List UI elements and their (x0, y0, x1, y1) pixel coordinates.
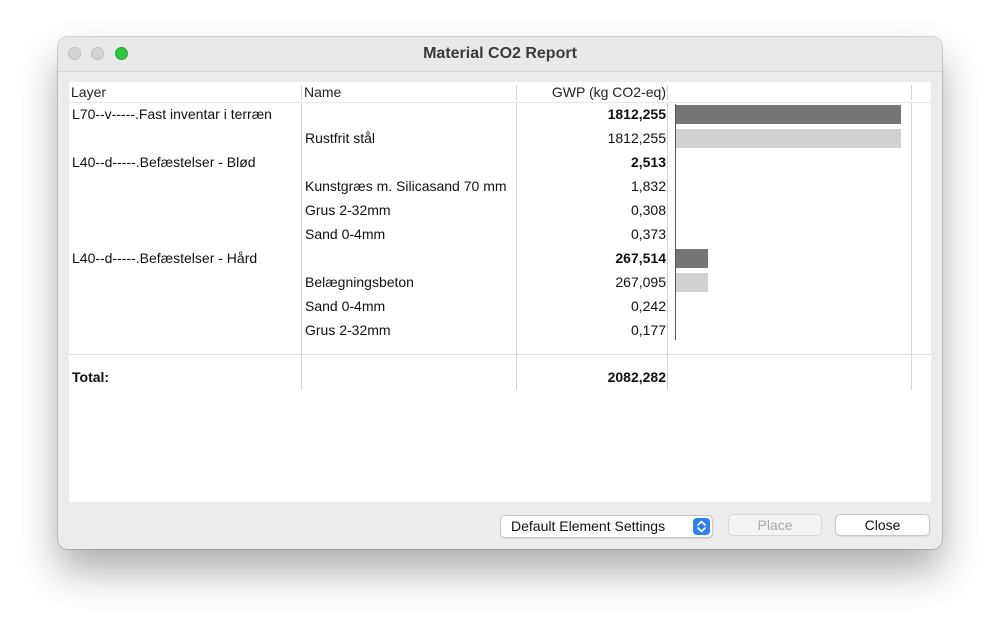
window-title: Material CO2 Report (423, 45, 577, 62)
column-divider (667, 85, 668, 100)
column-header-name[interactable]: Name (304, 84, 342, 100)
gwp-bar (675, 129, 901, 148)
column-divider (911, 103, 912, 390)
row-layer-label: L40--d-----.Befæstelser - Hård (72, 250, 258, 266)
place-button[interactable]: Place (728, 514, 822, 536)
popup-arrows-icon (693, 518, 710, 535)
row-material-name: Rustfrit stål (305, 130, 376, 146)
bar-chart-axis (675, 104, 676, 340)
row-gwp-value: 0,242 (630, 298, 666, 314)
row-material-name: Grus 2-32mm (305, 202, 391, 218)
row-layer-label: L70--v-----.Fast inventar i terræn (72, 106, 272, 122)
row-gwp-value: 267,095 (615, 274, 666, 290)
row-gwp-value: 2,513 (630, 154, 666, 170)
gwp-bar (675, 249, 708, 268)
column-divider (516, 85, 517, 100)
row-gwp-value: 1812,255 (607, 130, 666, 146)
gwp-bar (675, 105, 901, 124)
row-gwp-value: 0,373 (630, 226, 666, 242)
column-divider (516, 103, 517, 390)
row-material-name: Grus 2-32mm (305, 322, 391, 338)
zoom-window-button[interactable] (115, 47, 128, 60)
total-divider (69, 354, 931, 355)
row-material-name: Belægningsbeton (305, 274, 414, 290)
row-gwp-value: 267,514 (615, 250, 666, 266)
column-divider (667, 103, 668, 390)
report-window: Material CO2 Report Layer Name GWP (kg C… (58, 37, 942, 549)
row-gwp-value: 0,308 (630, 202, 666, 218)
column-divider (911, 85, 912, 100)
row-material-name: Sand 0-4mm (305, 226, 386, 242)
column-header-layer[interactable]: Layer (71, 84, 107, 100)
header-divider (69, 102, 931, 103)
total-label: Total: (72, 369, 110, 385)
element-settings-popup[interactable]: Default Element Settings (500, 515, 713, 538)
close-window-button[interactable] (68, 47, 81, 60)
column-divider (301, 103, 302, 390)
minimize-window-button[interactable] (91, 47, 104, 60)
row-material-name: Sand 0-4mm (305, 298, 386, 314)
title-bar: Material CO2 Report (58, 37, 942, 72)
element-settings-label: Default Element Settings (511, 518, 666, 534)
row-gwp-value: 1,832 (630, 178, 666, 194)
report-table: Layer Name GWP (kg CO2-eq) L70--v-----.F… (69, 82, 931, 502)
total-value: 2082,282 (607, 369, 666, 385)
column-header-gwp[interactable]: GWP (kg CO2-eq) (551, 84, 666, 100)
row-gwp-value: 1812,255 (607, 106, 666, 122)
column-divider (301, 85, 302, 100)
close-button[interactable]: Close (835, 514, 930, 536)
row-material-name: Kunstgræs m. Silicasand 70 mm (305, 178, 507, 194)
gwp-bar (675, 273, 708, 292)
row-gwp-value: 0,177 (630, 322, 666, 338)
row-layer-label: L40--d-----.Befæstelser - Blød (72, 154, 256, 170)
